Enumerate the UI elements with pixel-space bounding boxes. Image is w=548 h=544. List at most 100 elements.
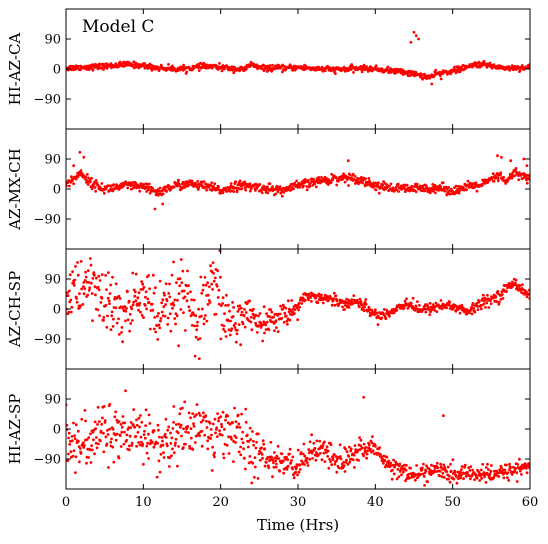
data-point <box>264 328 268 331</box>
data-point <box>80 287 83 291</box>
data-point <box>502 476 506 480</box>
data-point <box>290 459 293 462</box>
data-point <box>455 305 459 309</box>
data-point <box>188 447 192 450</box>
data-point <box>373 184 376 188</box>
data-point <box>210 282 214 286</box>
data-point <box>174 312 178 316</box>
data-point <box>321 444 325 447</box>
data-point <box>315 439 319 443</box>
data-point <box>72 182 75 186</box>
data-point <box>357 300 360 304</box>
data-point <box>112 183 116 187</box>
data-point <box>93 273 96 277</box>
data-point <box>264 323 267 327</box>
data-point <box>434 301 438 305</box>
data-point <box>213 182 217 186</box>
data-point <box>129 421 133 424</box>
data-point <box>480 184 484 187</box>
data-point <box>381 183 385 187</box>
data-point <box>362 454 366 458</box>
data-point <box>127 299 131 303</box>
data-point <box>422 187 426 191</box>
data-point <box>345 458 348 462</box>
data-point <box>161 298 165 302</box>
data-point <box>364 450 367 454</box>
data-point <box>66 291 69 294</box>
data-point <box>162 305 166 309</box>
data-point <box>103 419 107 422</box>
data-point <box>440 307 444 311</box>
data-point <box>159 317 163 320</box>
data-point <box>69 450 73 454</box>
data-point <box>314 185 318 189</box>
data-point <box>238 179 242 183</box>
data-point <box>88 257 92 260</box>
data-point <box>256 432 260 436</box>
data-point <box>159 452 163 456</box>
data-point <box>150 63 153 67</box>
data-point <box>322 180 326 183</box>
data-point <box>329 443 333 446</box>
data-point <box>167 63 170 66</box>
data-point <box>148 287 152 291</box>
data-point <box>491 176 494 180</box>
data-point <box>374 64 378 68</box>
data-point <box>425 184 428 188</box>
data-point <box>187 183 191 187</box>
data-point <box>482 59 486 63</box>
data-point <box>251 461 255 465</box>
data-point <box>211 261 215 265</box>
data-point <box>364 302 368 306</box>
data-point <box>395 477 399 481</box>
data-point <box>147 301 151 304</box>
data-point <box>234 420 238 424</box>
data-point <box>144 295 147 299</box>
data-point <box>302 442 306 446</box>
data-point <box>85 438 89 441</box>
data-point <box>228 309 231 313</box>
data-point <box>416 300 419 303</box>
y-tick-label: 0 <box>53 303 61 318</box>
data-point <box>234 180 238 184</box>
data-point <box>286 458 290 462</box>
data-point <box>119 423 123 426</box>
data-point <box>176 431 180 435</box>
data-point <box>219 275 222 279</box>
data-point <box>388 184 391 188</box>
data-point <box>521 283 524 287</box>
data-point <box>177 292 181 295</box>
data-point <box>151 308 155 312</box>
data-point <box>226 414 230 418</box>
data-point <box>157 428 160 432</box>
data-point <box>475 302 479 305</box>
data-point <box>78 150 82 154</box>
data-point <box>274 459 277 463</box>
data-point <box>395 308 399 312</box>
data-point <box>348 460 352 464</box>
data-point <box>183 400 187 404</box>
data-point <box>300 302 304 305</box>
data-point <box>343 470 347 473</box>
data-point <box>381 457 384 461</box>
data-point <box>196 180 200 183</box>
data-point <box>98 314 101 317</box>
data-point <box>502 176 506 179</box>
data-point <box>433 309 437 312</box>
data-point <box>341 177 345 181</box>
data-point <box>180 281 184 285</box>
data-point <box>370 441 374 445</box>
data-point <box>417 37 420 41</box>
data-point <box>189 314 193 318</box>
data-point <box>517 171 521 175</box>
data-point <box>118 434 122 437</box>
data-point <box>155 324 159 327</box>
data-point <box>229 435 233 439</box>
data-point <box>257 314 260 318</box>
data-point <box>477 300 481 304</box>
data-point <box>172 185 176 189</box>
data-point <box>288 185 292 189</box>
data-point <box>179 258 183 261</box>
data-point <box>240 437 244 441</box>
data-point <box>491 172 495 176</box>
